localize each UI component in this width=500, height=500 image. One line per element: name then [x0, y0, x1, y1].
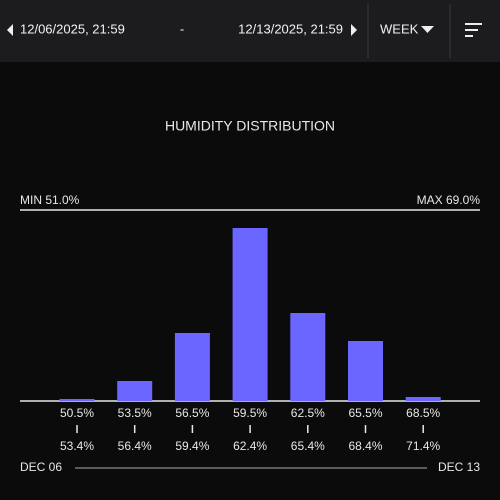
max-label: MAX 69.0% — [417, 193, 481, 207]
bin-start-label: 56.5% — [175, 406, 209, 420]
bin-start-label: 62.5% — [291, 406, 325, 420]
bar — [117, 381, 153, 401]
end-label: DEC 13 — [438, 460, 480, 474]
chart-title: HUMIDITY DISTRIBUTION — [165, 118, 335, 134]
period-select[interactable]: WEEK — [380, 21, 419, 36]
bar — [290, 313, 326, 401]
period-dropdown[interactable] — [421, 26, 434, 33]
top-bar — [0, 0, 500, 62]
bin-start-label: 59.5% — [233, 406, 267, 420]
end-date[interactable]: 12/13/2025, 21:59 — [238, 21, 343, 36]
bin-end-label: 56.4% — [118, 439, 152, 453]
filter-button[interactable] — [465, 23, 482, 37]
separator: - — [180, 21, 184, 36]
bar — [59, 399, 95, 401]
bin-end-label: 62.4% — [233, 439, 267, 453]
start-date[interactable]: 12/06/2025, 21:59 — [20, 21, 125, 36]
bin-end-label: 53.4% — [60, 439, 94, 453]
start-label: DEC 06 — [20, 460, 62, 474]
bar — [232, 228, 268, 401]
prev-button[interactable] — [7, 24, 13, 36]
bin-start-label: 68.5% — [406, 406, 440, 420]
bin-end-label: 71.4% — [406, 439, 440, 453]
bar — [405, 397, 441, 401]
next-button[interactable] — [351, 24, 357, 36]
bin-start-label: 50.5% — [60, 406, 94, 420]
bin-end-label: 65.4% — [291, 439, 325, 453]
bin-end-label: 68.4% — [348, 439, 382, 453]
bar — [174, 333, 210, 401]
bin-start-label: 65.5% — [348, 406, 382, 420]
min-label: MIN 51.0% — [20, 193, 80, 207]
bar — [348, 341, 383, 401]
bin-start-label: 53.5% — [118, 406, 152, 420]
bin-end-label: 59.4% — [175, 439, 209, 453]
